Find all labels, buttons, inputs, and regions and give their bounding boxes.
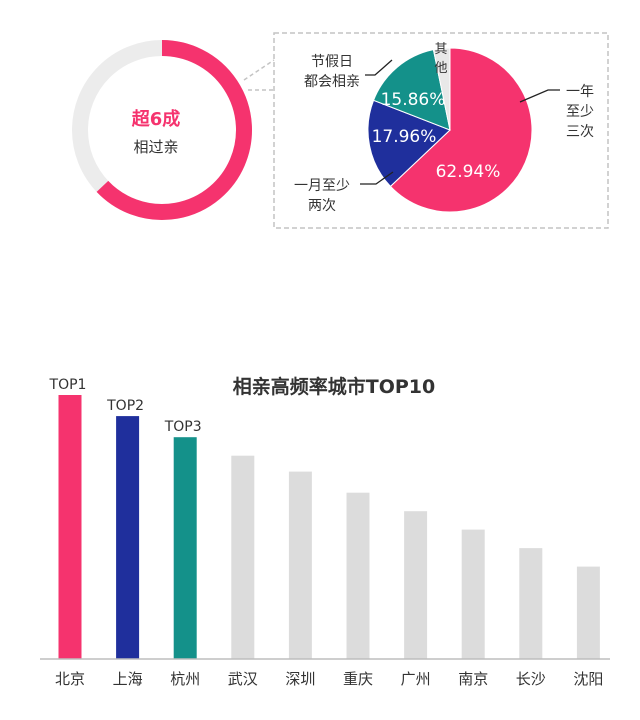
- rank-label: TOP2: [106, 398, 144, 414]
- label-yinian-line1: 一年: [566, 84, 594, 100]
- label-yiyue-line1: 一月至少: [294, 178, 350, 194]
- rank-label: TOP1: [49, 377, 87, 393]
- callout-line: [243, 59, 275, 81]
- pie-slice-label: 62.94%: [436, 162, 501, 182]
- bar: [576, 566, 600, 659]
- leader-line-yinian: [519, 89, 560, 103]
- bar: [288, 471, 312, 659]
- pie-callout-box: [273, 32, 609, 229]
- ring-headline: 超6成: [132, 108, 181, 130]
- x-tick-label: 南京: [458, 670, 488, 688]
- x-tick-label: 上海: [113, 670, 143, 688]
- rank-label: TOP3: [164, 419, 202, 435]
- label-qita-line1: 其: [434, 42, 447, 57]
- pie-slice: [389, 47, 533, 213]
- x-tick-label: 深圳: [285, 670, 315, 688]
- pie-slice-label: 17.96%: [372, 127, 437, 147]
- bar: [116, 416, 140, 659]
- label-qita-line2: 他: [434, 61, 447, 76]
- x-tick-label: 杭州: [170, 670, 200, 688]
- label-yinian-line3: 三次: [566, 124, 594, 140]
- bar-chart-title: 相亲高频率城市TOP10: [233, 375, 435, 398]
- leader-line-jiejia: [365, 59, 393, 76]
- ring-subline: 相过亲: [133, 138, 178, 156]
- label-jiejia-line2: 都会相亲: [304, 74, 360, 90]
- label-jiejia-line1: 节假日: [311, 54, 353, 70]
- bar: [173, 437, 197, 659]
- x-tick-label: 武汉: [228, 670, 258, 688]
- pie-slice: [367, 99, 451, 188]
- bar: [461, 529, 485, 659]
- pie-slice: [372, 49, 451, 131]
- leader-line-yiyue: [360, 171, 394, 185]
- bar: [404, 511, 428, 659]
- label-yinian-line2: 至少: [566, 104, 594, 120]
- x-tick-label: 重庆: [343, 670, 373, 688]
- bar: [231, 455, 255, 659]
- bar: [58, 395, 82, 659]
- bar: [519, 548, 543, 659]
- x-tick-label: 长沙: [516, 670, 546, 688]
- x-tick-label: 北京: [55, 670, 85, 688]
- ring-arc: [96, 40, 252, 220]
- pie-chart: 62.94% 17.96% 15.86%: [367, 47, 533, 213]
- label-yiyue-line2: 两次: [308, 198, 336, 214]
- x-tick-label: 沈阳: [573, 670, 603, 688]
- pie-slice: [432, 47, 451, 131]
- x-tick-label: 广州: [401, 670, 431, 688]
- bar: [346, 492, 370, 659]
- pie-slice-label: 15.86%: [381, 90, 446, 110]
- bar-chart: 北京 TOP1 上海 TOP2 杭州 TOP3 武汉 深圳 重庆 广州 南京 长沙 沈阳: [49, 377, 604, 688]
- ring-gauge: 超6成 相过亲: [72, 40, 252, 220]
